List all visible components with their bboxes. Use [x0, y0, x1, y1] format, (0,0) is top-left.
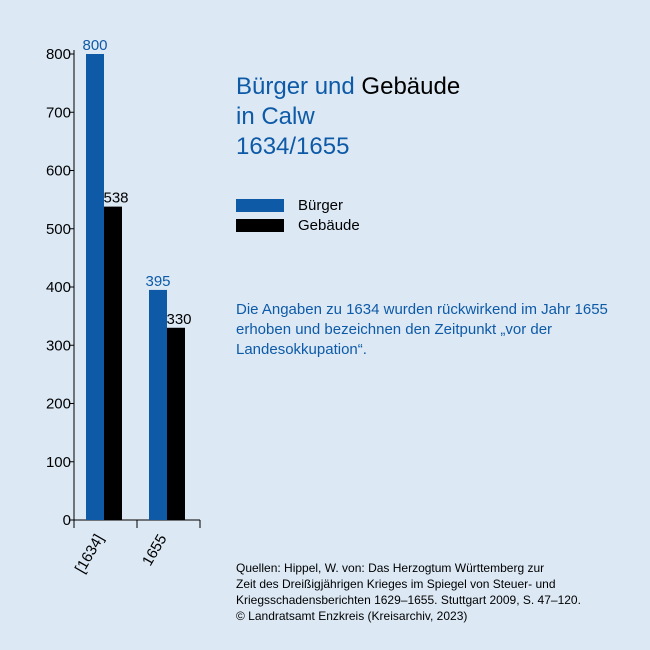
- bar-gebaeude: [104, 206, 122, 521]
- data-label: 330: [166, 311, 191, 328]
- legend-swatch-gebaeude: [236, 218, 284, 232]
- y-tick-label: 300: [46, 337, 71, 354]
- title-buerger: Bürger und: [236, 73, 355, 100]
- bar-gebaeude: [167, 327, 185, 520]
- source-line: Kriegsschadensberichten 1629–1655. Stutt…: [236, 593, 581, 607]
- source-line: Quellen: Hippel, W. von: Das Herzogtum W…: [236, 561, 545, 575]
- copyright-line: © Landratsamt Enzkreis (Kreisarchiv, 202…: [236, 609, 468, 623]
- legend-label-gebaeude: Gebäude: [298, 216, 360, 234]
- bar-buerger: [86, 54, 104, 520]
- source-block: Quellen: Hippel, W. von: Das Herzogtum W…: [236, 560, 636, 624]
- x-tick-label: [1634]: [72, 532, 108, 577]
- legend-item-gebaeude: Gebäude: [236, 215, 360, 235]
- y-tick-label: 600: [46, 163, 71, 180]
- y-tick-label: 500: [46, 221, 71, 238]
- legend-item-buerger: Bürger: [236, 195, 360, 215]
- y-tick-label: 700: [46, 104, 71, 121]
- data-label: 395: [145, 273, 170, 290]
- data-label: 538: [103, 190, 128, 207]
- y-tick-label: 800: [46, 46, 71, 63]
- source-line: Zeit des Dreißigjährigen Krieges im Spie…: [236, 577, 556, 591]
- legend-swatch-buerger: [236, 198, 284, 212]
- chart-title: Bürger und Gebäude in Calw 1634/1655: [236, 72, 460, 162]
- note-text: Die Angaben zu 1634 wurden rückwirkend i…: [236, 301, 608, 358]
- y-tick-label: 100: [46, 454, 71, 471]
- title-location: in Calw: [236, 103, 315, 130]
- title-gebaeude: Gebäude: [361, 73, 461, 100]
- y-tick-label: 0: [63, 512, 71, 529]
- title-years: 1634/1655: [236, 133, 350, 160]
- y-tick-label: 400: [46, 279, 71, 296]
- x-tick-label: 1655: [139, 532, 170, 569]
- bar-buerger: [149, 289, 167, 520]
- data-label: 800: [82, 37, 107, 54]
- legend-label-buerger: Bürger: [298, 196, 344, 214]
- legend: Bürger Gebäude: [236, 195, 360, 235]
- y-tick-label: 200: [46, 396, 71, 413]
